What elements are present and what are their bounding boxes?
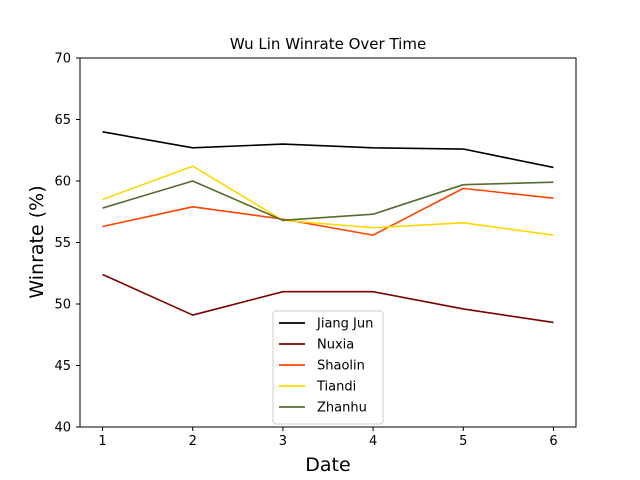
y-tick-label: 45 [54, 359, 71, 374]
x-tick-label: 4 [369, 434, 377, 449]
legend: Jiang Jun Nuxia Shaolin Tiandi Zhanhu [272, 310, 384, 425]
x-tick-label: 5 [459, 434, 467, 449]
legend-label-jiang-jun: Jiang Jun [316, 317, 373, 332]
y-tick-label: 70 [54, 52, 71, 67]
legend-label-zhanhu: Zhanhu [317, 401, 367, 416]
y-tick-label: 55 [54, 236, 71, 251]
legend-box [272, 310, 384, 425]
legend-label-tiandi: Tiandi [316, 380, 356, 395]
y-tick-label: 40 [54, 421, 71, 436]
series-line-jiang-jun [102, 131, 554, 169]
series-line-zhanhu [102, 180, 554, 222]
y-axis-label: Winrate (%) [26, 185, 48, 298]
series-line-nuxia [102, 273, 554, 324]
y-tick-label: 60 [54, 175, 71, 190]
legend-label-nuxia: Nuxia [317, 338, 354, 353]
y-tick-label: 65 [54, 113, 71, 128]
x-axis-label: Date [305, 454, 350, 476]
legend-label-shaolin: Shaolin [317, 359, 365, 374]
y-tick-label: 50 [54, 298, 71, 313]
x-tick-label: 6 [549, 434, 557, 449]
x-tick-label: 3 [279, 434, 287, 449]
x-tick-label: 2 [189, 434, 197, 449]
series-line-tiandi [102, 165, 554, 236]
series-line-shaolin [102, 187, 554, 236]
x-tick-label: 1 [98, 434, 106, 449]
chart-title: Wu Lin Winrate Over Time [230, 35, 426, 53]
